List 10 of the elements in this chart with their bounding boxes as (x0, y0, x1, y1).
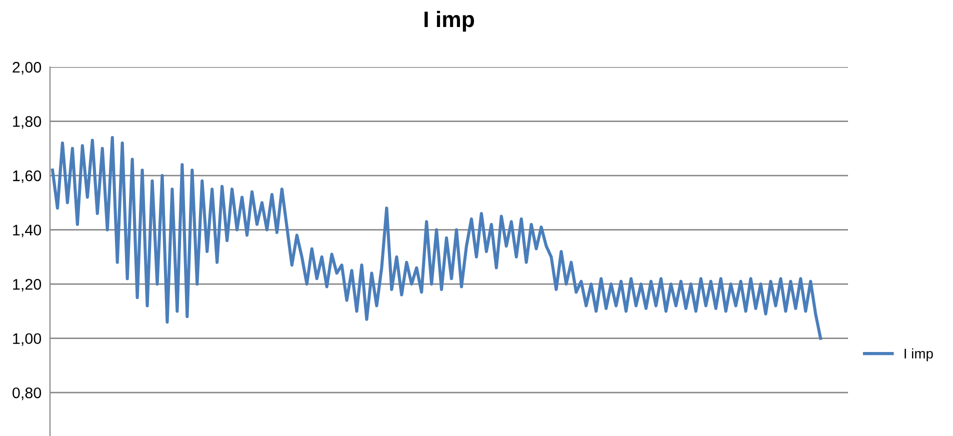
y-tick-label: 1,00 (13, 333, 42, 346)
y-tick-label: 2,00 (12, 62, 42, 74)
y-tick-label: 0,80 (12, 387, 42, 400)
y-tick-label: 1,60 (13, 170, 42, 184)
line-series (50, 136, 822, 340)
y-tick-label: 1,20 (13, 278, 42, 292)
chart-title: I imp (424, 10, 474, 32)
legend-label: I imp (904, 348, 933, 362)
y-tick-label: 1,80 (13, 116, 42, 129)
y-tick-label: 1,40 (13, 224, 42, 238)
